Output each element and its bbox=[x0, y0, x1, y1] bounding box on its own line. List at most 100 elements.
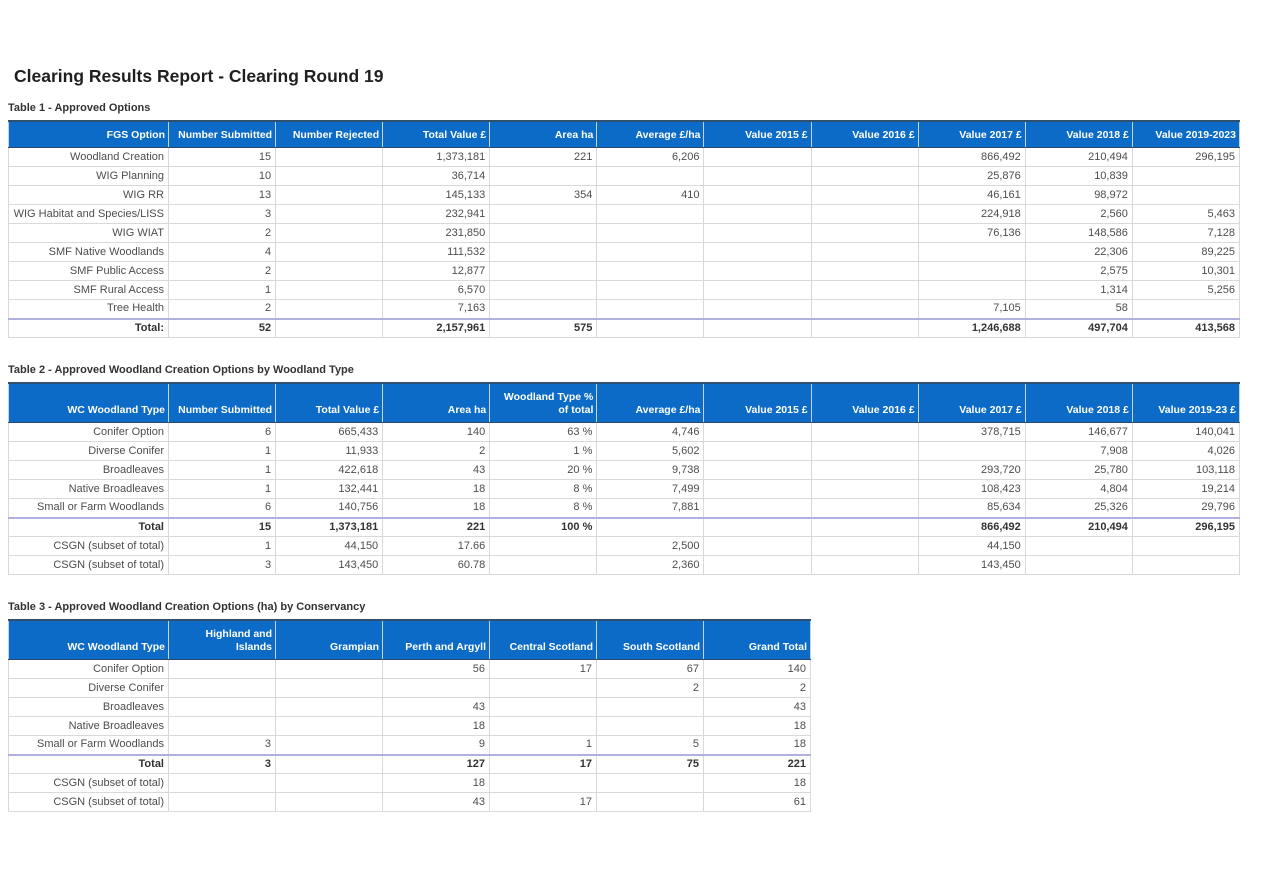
table-cell bbox=[703, 422, 812, 442]
table-cell bbox=[489, 166, 598, 186]
table-cell bbox=[275, 317, 384, 338]
table-cell bbox=[810, 479, 919, 499]
header-row: WC Woodland Type Highland and Islands Gram… bbox=[8, 619, 811, 660]
table-cell: 4 bbox=[167, 242, 277, 262]
table-cell bbox=[596, 697, 704, 717]
table-cell: 3 bbox=[168, 753, 276, 774]
table-row: Small or Farm Woodlands 3 9 1 5 18 bbox=[8, 735, 811, 755]
table-cell: 63 % bbox=[489, 422, 598, 442]
column-header: Value 2015 £ bbox=[703, 382, 812, 423]
table-cell bbox=[810, 185, 919, 205]
table-cell: 221 bbox=[703, 753, 811, 774]
table-cell bbox=[596, 280, 705, 300]
table-cell: 132,441 bbox=[275, 479, 384, 499]
table-cell: 2,560 bbox=[1024, 204, 1133, 224]
table-cell: 140 bbox=[382, 422, 491, 442]
table-cell: 15 bbox=[167, 516, 277, 537]
table-cell bbox=[275, 280, 384, 300]
table-cell bbox=[275, 261, 384, 281]
table-cell bbox=[489, 678, 597, 698]
tables-container: Table 1 - Approved Options FGS Option Numb… bbox=[0, 102, 1263, 812]
table-cell bbox=[703, 223, 812, 243]
table-cell: Total bbox=[8, 516, 169, 537]
table-cell: 1 bbox=[167, 441, 277, 461]
table-cell: 422,618 bbox=[275, 460, 384, 480]
table-cell: 7,908 bbox=[1024, 441, 1133, 461]
table-cell: 231,850 bbox=[382, 223, 491, 243]
table-cell: 1 bbox=[489, 735, 597, 755]
table-cell bbox=[168, 659, 276, 679]
table-cell bbox=[1131, 536, 1241, 556]
table-cell: 413,568 bbox=[1131, 317, 1241, 338]
table-cell bbox=[810, 516, 919, 537]
table-cell bbox=[703, 516, 812, 537]
table-cell bbox=[810, 317, 919, 338]
page-title: Clearing Results Report - Clearing Round… bbox=[14, 66, 384, 86]
table-cell bbox=[275, 166, 384, 186]
table-cell: 44,150 bbox=[917, 536, 1026, 556]
table-row: Conifer Option 6 665,433 140 63 % 4,746 378,71… bbox=[8, 422, 1241, 442]
column-header: Total Value £ bbox=[382, 120, 491, 148]
table-cell bbox=[489, 299, 598, 319]
table-cell: 60.78 bbox=[382, 555, 491, 575]
table-cell: CSGN (subset of total) bbox=[8, 792, 169, 812]
table-cell bbox=[275, 773, 383, 793]
table-cell bbox=[168, 792, 276, 812]
column-header: South Scotland bbox=[596, 619, 704, 660]
table-cell: 224,918 bbox=[917, 204, 1026, 224]
column-header: Average £/ha bbox=[596, 382, 705, 423]
table-cell: 18 bbox=[703, 735, 811, 755]
table-cell: Conifer Option bbox=[8, 422, 169, 442]
table-cell: 2 bbox=[167, 223, 277, 243]
table-cell: 2 bbox=[703, 678, 811, 698]
column-header: Number Submitted bbox=[167, 382, 277, 423]
table-cell bbox=[810, 147, 919, 167]
table-cell bbox=[810, 242, 919, 262]
table-cell bbox=[275, 659, 383, 679]
table-cell: 866,492 bbox=[917, 516, 1026, 537]
table-cell: 2,360 bbox=[596, 555, 705, 575]
table-cell: 140,756 bbox=[275, 498, 384, 518]
table-cell: 210,494 bbox=[1024, 147, 1133, 167]
table-cell: 46,161 bbox=[917, 185, 1026, 205]
table-cell bbox=[703, 280, 812, 300]
table-cell: 108,423 bbox=[917, 479, 1026, 499]
table-cell bbox=[489, 697, 597, 717]
table-row: WIG Habitat and Species/LISS 3 232,941 224,… bbox=[8, 204, 1241, 224]
table-cell: 17.66 bbox=[382, 536, 491, 556]
table-cell bbox=[168, 716, 276, 736]
table-cell bbox=[810, 441, 919, 461]
table-cell: SMF Rural Access bbox=[8, 280, 169, 300]
table-cell: 1,373,181 bbox=[275, 516, 384, 537]
table-cell: 1 bbox=[167, 479, 277, 499]
table-cell bbox=[275, 716, 383, 736]
column-header: Value 2016 £ bbox=[810, 382, 919, 423]
table-caption: Table 3 - Approved Woodland Creation Opt… bbox=[8, 601, 366, 613]
table-cell: 10,839 bbox=[1024, 166, 1133, 186]
table-cell: 145,133 bbox=[382, 185, 491, 205]
table-cell bbox=[596, 299, 705, 319]
table-cell: 19,214 bbox=[1131, 479, 1241, 499]
table-cell bbox=[703, 498, 812, 518]
table-cell bbox=[275, 204, 384, 224]
table-cell: 100 % bbox=[489, 516, 598, 537]
table-cell bbox=[703, 299, 812, 319]
table-cell: 1 bbox=[167, 536, 277, 556]
table-cell bbox=[703, 147, 812, 167]
table-cell: 5,463 bbox=[1131, 204, 1241, 224]
table-cell bbox=[703, 536, 812, 556]
table-cell: 98,972 bbox=[1024, 185, 1133, 205]
table-cell: 111,532 bbox=[382, 242, 491, 262]
table-cell: 9,738 bbox=[596, 460, 705, 480]
table-cell: 6 bbox=[167, 498, 277, 518]
table-cell bbox=[275, 299, 384, 319]
table-row: CSGN (subset of total) 43 17 61 bbox=[8, 792, 811, 812]
table-cell: 6,206 bbox=[596, 147, 705, 167]
table-cell: Tree Health bbox=[8, 299, 169, 319]
table-cell: 665,433 bbox=[275, 422, 384, 442]
table-cell bbox=[703, 317, 812, 338]
table-cell: Conifer Option bbox=[8, 659, 169, 679]
table-row: Woodland Creation 15 1,373,181 221 6,206 866,… bbox=[8, 147, 1241, 167]
table-row: WIG Planning 10 36,714 25,876 10,839 bbox=[8, 166, 1241, 186]
table-cell bbox=[1131, 299, 1241, 319]
